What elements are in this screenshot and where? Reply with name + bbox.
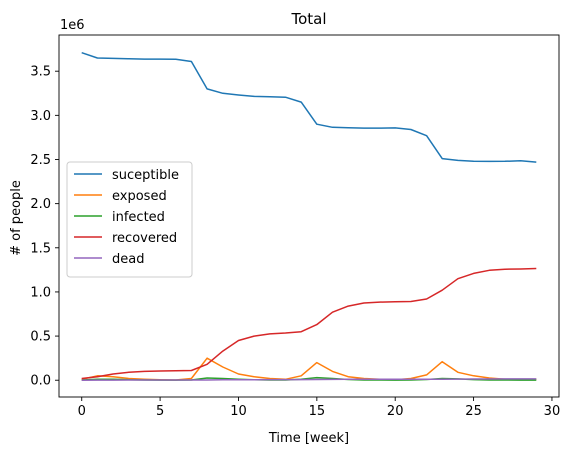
plot-area bbox=[81, 51, 537, 381]
series-line-recovered bbox=[81, 267, 537, 380]
series-line-dead bbox=[81, 378, 537, 381]
legend-label: infected bbox=[112, 210, 165, 225]
y-tick-label: 1.0 bbox=[30, 285, 51, 300]
legend-box bbox=[66, 161, 193, 278]
legend-label: recovered bbox=[112, 231, 177, 246]
plot-frame bbox=[58, 34, 560, 398]
y-tick-label: 1.5 bbox=[30, 241, 51, 256]
x-tick-label: 5 bbox=[156, 404, 164, 419]
legend-label: exposed bbox=[112, 189, 167, 204]
y-tick-label: 3.0 bbox=[30, 109, 51, 124]
y-tick-label: 0.5 bbox=[30, 330, 51, 345]
x-axis-label: Time [week] bbox=[268, 431, 349, 446]
y-tick-label: 0.0 bbox=[30, 374, 51, 389]
chart-title: Total bbox=[290, 10, 326, 28]
x-tick-label: 20 bbox=[387, 404, 404, 419]
x-tick-label: 0 bbox=[78, 404, 86, 419]
x-tick-label: 30 bbox=[544, 404, 561, 419]
series-line-exposed bbox=[81, 357, 537, 381]
x-tick-label: 15 bbox=[309, 404, 326, 419]
legend-label: suceptible bbox=[112, 168, 179, 183]
y-tick-label: 2.0 bbox=[30, 197, 51, 212]
legend: suceptible exposed infected recovered dead bbox=[66, 161, 193, 278]
y-tick-label: 3.5 bbox=[30, 65, 51, 80]
series-line-suceptible bbox=[81, 51, 537, 163]
y-tick-label: 2.5 bbox=[30, 153, 51, 168]
x-tick-label: 25 bbox=[465, 404, 482, 419]
y-axis-label: # of people bbox=[9, 180, 24, 256]
x-axis: 0 5 10 15 20 25 30 bbox=[78, 397, 561, 419]
legend-label: dead bbox=[112, 252, 144, 267]
y-offset-text: 1e6 bbox=[60, 18, 85, 33]
x-tick-label: 10 bbox=[230, 404, 247, 419]
y-axis: 0.0 0.5 1.0 1.5 2.0 2.5 3.0 3.5 bbox=[30, 65, 59, 389]
